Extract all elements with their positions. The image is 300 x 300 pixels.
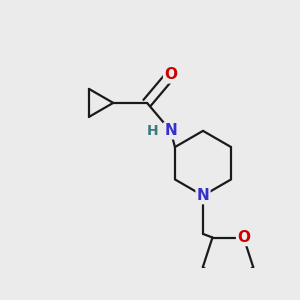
Text: N: N xyxy=(164,123,177,138)
Text: N: N xyxy=(196,188,209,203)
Text: O: O xyxy=(237,230,250,245)
Text: H: H xyxy=(146,124,158,138)
Text: O: O xyxy=(164,68,177,82)
